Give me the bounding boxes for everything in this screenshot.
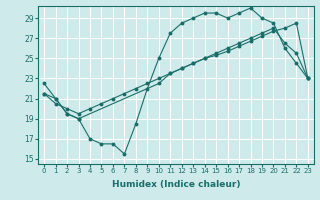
X-axis label: Humidex (Indice chaleur): Humidex (Indice chaleur) [112, 180, 240, 189]
